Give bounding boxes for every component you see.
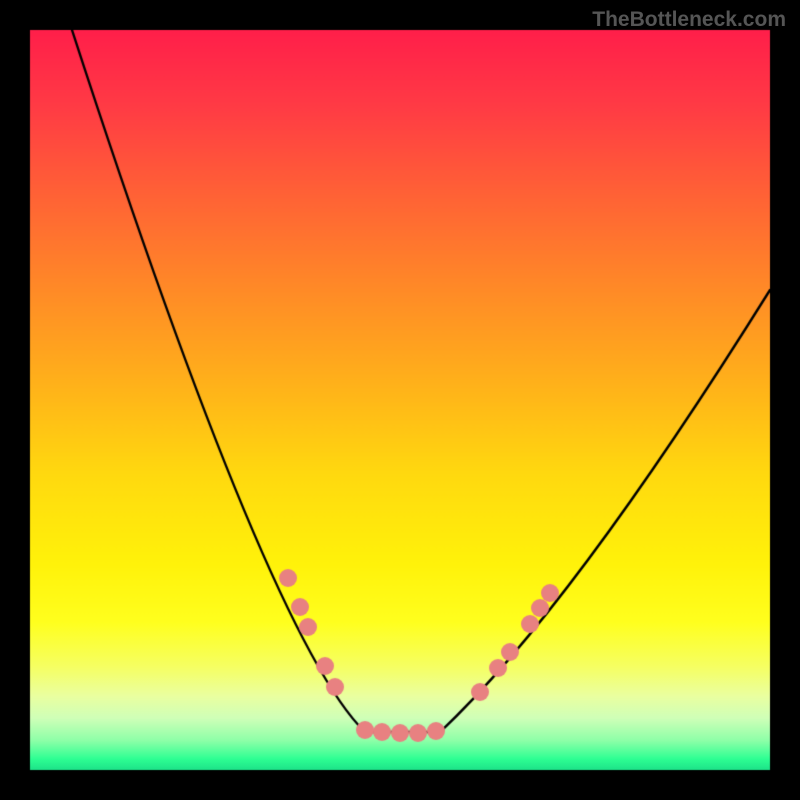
chart-stage: TheBottleneck.com — [0, 0, 800, 800]
bottleneck-curve-chart — [0, 0, 800, 800]
watermark-text: TheBottleneck.com — [592, 8, 786, 32]
